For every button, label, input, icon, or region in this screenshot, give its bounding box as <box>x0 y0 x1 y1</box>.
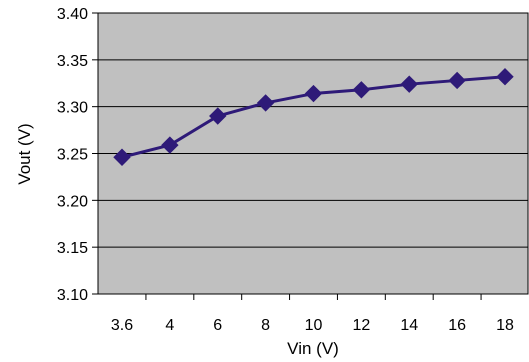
x-tick-label: 3.6 <box>111 317 133 334</box>
x-tick-label: 10 <box>305 317 323 334</box>
x-tick-label: 14 <box>400 317 418 334</box>
data-point-marker <box>161 136 179 154</box>
y-axis-title: Vout (V) <box>15 123 34 184</box>
y-tick-label: 3.40 <box>57 6 88 23</box>
data-point-marker <box>496 67 514 86</box>
data-point-marker <box>400 75 418 93</box>
data-point-marker <box>209 107 227 125</box>
y-tick-label: 3.35 <box>57 53 88 70</box>
y-tick-label: 3.10 <box>57 287 88 304</box>
x-axis-ticks: 3.6 4 6 8 10 12 14 16 18 <box>111 294 514 334</box>
series-points <box>113 67 514 166</box>
x-tick-label: 4 <box>165 317 174 334</box>
y-tick-label: 3.25 <box>57 147 88 164</box>
x-tick-label: 12 <box>352 317 370 334</box>
data-point-marker <box>256 94 275 112</box>
y-tick-label: 3.20 <box>57 193 88 210</box>
y-tick-label: 3.15 <box>57 240 88 257</box>
data-point-marker <box>448 71 466 90</box>
y-axis-ticks: 3.10 3.15 3.20 3.25 3.30 3.35 3.40 <box>57 6 98 304</box>
x-tick-label: 16 <box>448 317 466 334</box>
data-point-marker <box>113 148 131 166</box>
x-tick-label: 18 <box>496 317 514 334</box>
x-tick-label: 6 <box>213 317 222 334</box>
data-point-marker <box>352 81 371 99</box>
x-tick-label: 8 <box>261 317 270 334</box>
data-point-marker <box>304 84 323 103</box>
y-tick-label: 3.30 <box>57 100 88 117</box>
x-axis-title: Vin (V) <box>287 339 339 358</box>
